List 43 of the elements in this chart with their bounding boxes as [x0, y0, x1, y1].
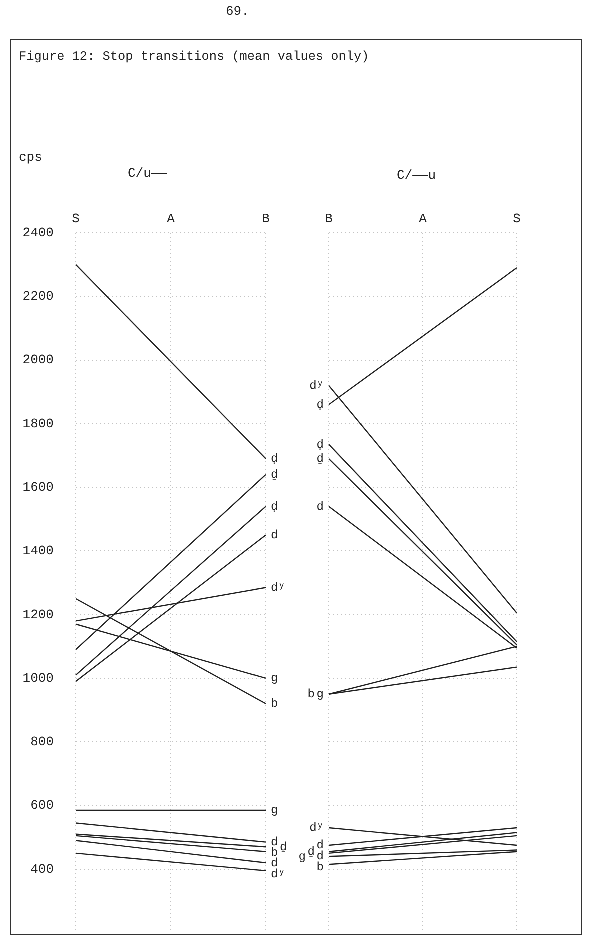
- x-tick-label: A: [419, 212, 428, 227]
- series-label: b: [271, 697, 278, 712]
- series-label: ḏ: [308, 845, 315, 860]
- text: 69.: [226, 4, 250, 19]
- y-tick-label: 1200: [22, 607, 54, 622]
- series-label: g: [271, 672, 278, 686]
- series-label: ḏ: [280, 840, 288, 854]
- x-tick-label: S: [72, 212, 80, 227]
- series-label: dʸ: [310, 821, 324, 836]
- series-label: b: [308, 688, 315, 702]
- x-tick-label: B: [325, 212, 334, 227]
- y-tick-label: 1800: [22, 416, 54, 432]
- series-label: g: [298, 850, 306, 864]
- series-label: d: [316, 500, 324, 514]
- series-label: ḏ: [271, 468, 278, 482]
- chart-subtitle: C/——u: [397, 168, 436, 183]
- x-tick-label: B: [262, 212, 270, 227]
- chart-subtitle: C/u——: [128, 166, 168, 181]
- series-label: ḏ: [316, 452, 324, 466]
- x-tick-label: A: [167, 212, 176, 227]
- y-tick-label: 800: [30, 734, 54, 750]
- y-tick-label: 1000: [22, 670, 54, 686]
- y-tick-label: 600: [30, 798, 54, 814]
- series-label: ḍ: [271, 452, 278, 466]
- y-tick-label: 1400: [22, 544, 54, 559]
- series-label: g: [271, 804, 278, 818]
- y-tick-label: 2000: [22, 352, 54, 368]
- series-label: ḍ: [316, 438, 324, 452]
- y-tick-label: 2400: [22, 225, 54, 240]
- series-label: dʸ: [310, 378, 324, 393]
- y-tick-label: 1600: [22, 480, 54, 495]
- series-label: ḍ: [316, 398, 324, 412]
- series-label: dʸ: [271, 580, 286, 595]
- y-tick-label: 2200: [22, 289, 54, 304]
- x-tick-label: S: [513, 212, 522, 227]
- y-tick-label: 400: [30, 862, 54, 877]
- series-label: d: [271, 528, 278, 542]
- series-label: ḍ: [271, 500, 278, 514]
- chart-title: Figure 12: Stop transitions (mean values only): [19, 49, 370, 64]
- series-label: d: [271, 835, 278, 850]
- series-label: dʸ: [271, 868, 286, 882]
- series-label: g: [316, 688, 324, 702]
- y-axis-title: cps: [19, 150, 42, 165]
